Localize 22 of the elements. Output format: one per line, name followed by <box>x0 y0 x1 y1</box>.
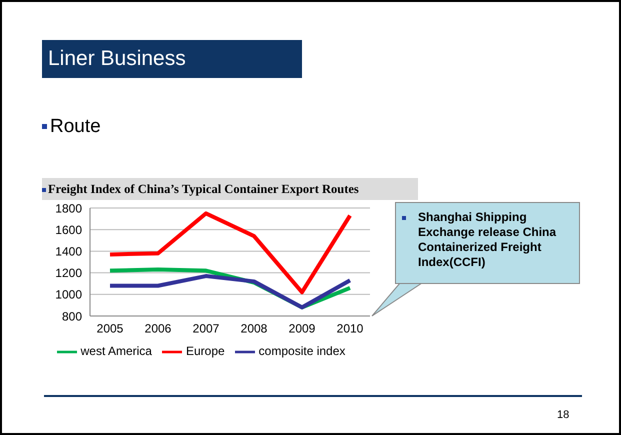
y-tick-label: 1400 <box>55 244 82 258</box>
y-tick-label: 1600 <box>55 222 82 237</box>
legend-label: composite index <box>258 344 346 358</box>
legend-label: west America <box>80 344 152 358</box>
line-series <box>108 274 352 310</box>
x-tick-label: 2008 <box>240 322 268 336</box>
x-tick-label: 2006 <box>144 322 172 336</box>
chart-title: Freight Index of China’s Typical Container Export Routes <box>42 178 418 200</box>
text: Liner Business <box>42 40 302 78</box>
x-tick-label: 2009 <box>288 322 316 336</box>
y-tick-label: 1800 <box>55 201 82 216</box>
legend-label: Europe <box>186 344 225 358</box>
text: Route <box>49 116 101 138</box>
text: Shanghai Shipping Exchange release China Containerized Freight Index(CCFI) <box>395 202 580 284</box>
y-tick-label: 800 <box>62 309 82 324</box>
y-tick-label: 1000 <box>55 288 82 302</box>
x-tick-label: 2010 <box>336 322 364 336</box>
line-series <box>108 211 352 294</box>
x-tick-label: 2005 <box>96 322 124 336</box>
y-tick-label: 1200 <box>55 266 82 280</box>
x-tick-label: 2007 <box>192 322 220 336</box>
text: 18 <box>557 409 570 421</box>
